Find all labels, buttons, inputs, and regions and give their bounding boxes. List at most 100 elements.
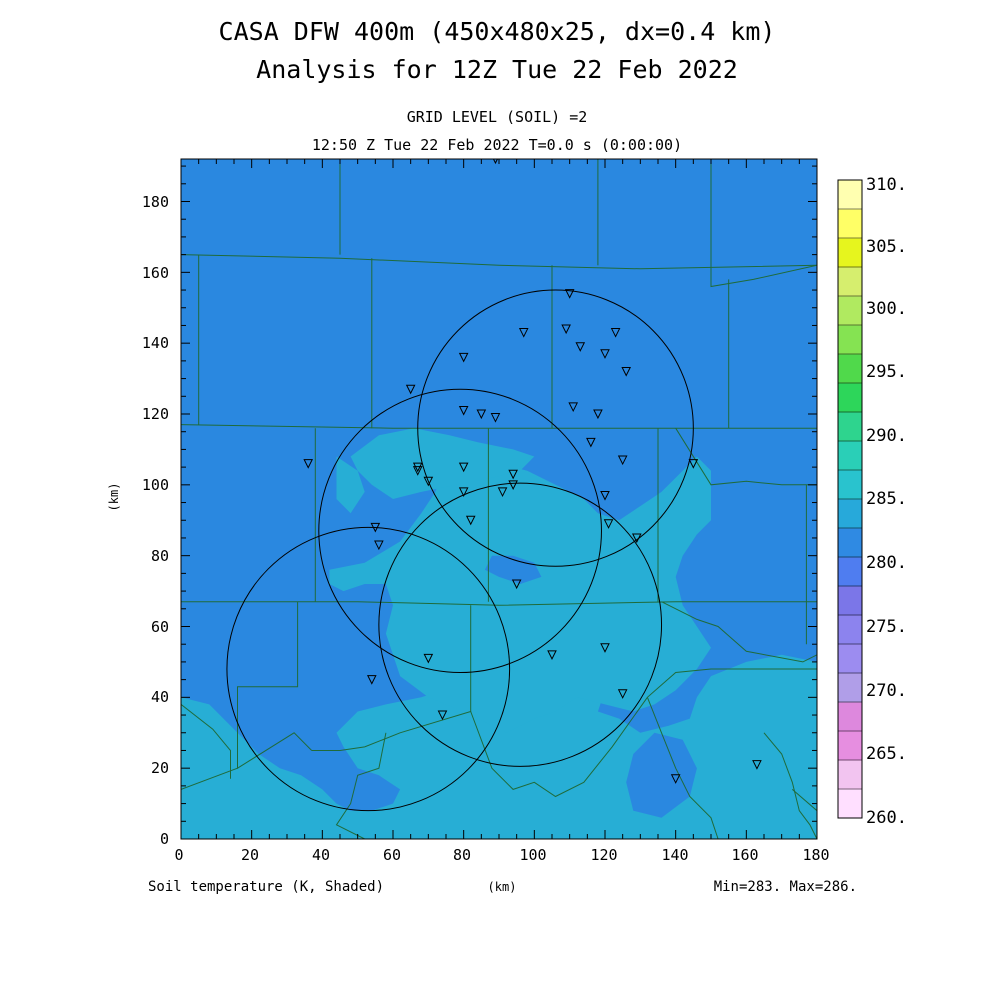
colorbar-swatch [838, 180, 862, 210]
colorbar-frame [837, 179, 863, 819]
station-marker [600, 349, 610, 359]
colorbar-swatch [838, 354, 862, 384]
colorbar-swatch [838, 325, 862, 355]
colorbar-swatch [838, 238, 862, 268]
x-tick-label: 40 [312, 846, 330, 864]
station-marker [458, 462, 469, 473]
colorbar-swatch [838, 702, 862, 732]
x-tick-label: 100 [519, 846, 546, 864]
colorbar-swatch [838, 383, 862, 413]
field-label: Soil temperature (K, Shaded) [148, 879, 384, 895]
station-marker [508, 469, 518, 480]
station-marker [564, 289, 575, 299]
station-marker [593, 409, 603, 420]
station-marker [561, 324, 571, 335]
plot-area [181, 159, 817, 839]
cool-soil-regions [484, 555, 697, 818]
county-boundary [181, 767, 238, 790]
x-axis-label: (km) [488, 880, 517, 894]
colorbar-swatch [838, 296, 862, 326]
station-marker [458, 487, 469, 498]
colorbar-swatch [838, 441, 862, 471]
radar-range-ring [318, 388, 602, 674]
cool-soil-region [626, 732, 697, 818]
station-marker [465, 515, 476, 526]
y-tick-label: 140 [142, 334, 169, 352]
station-marker [497, 487, 508, 498]
radar-range-ring [417, 289, 694, 567]
station-marker [518, 328, 529, 338]
station-marker [617, 689, 628, 699]
colorbar [838, 180, 862, 819]
county-boundary [763, 732, 817, 839]
colorbar-label: 270. [866, 681, 907, 701]
y-tick-label: 120 [142, 405, 169, 423]
station-marker [547, 650, 557, 660]
x-tick-label: 180 [802, 846, 829, 864]
radar-range-ring [378, 482, 663, 767]
title-line2: Analysis for 12Z Tue 22 Feb 2022 [256, 55, 738, 84]
station-marker [303, 459, 314, 469]
valid-time-label: 12:50 Z Tue 22 Feb 2022 T=0.0 s (0:00:00… [312, 136, 682, 154]
colorbar-swatch [838, 673, 862, 703]
colorbar-swatch [838, 789, 862, 819]
colorbar-swatch [838, 209, 862, 239]
county-boundary [181, 704, 231, 779]
station-marker [603, 519, 614, 529]
colorbar-swatch [838, 644, 862, 674]
station-marker [423, 476, 434, 487]
station-marker [423, 653, 434, 664]
station-marker [575, 342, 586, 352]
station-marker [670, 774, 681, 784]
colorbar-swatch [838, 615, 862, 645]
county-boundary [335, 732, 387, 839]
county-boundary [675, 427, 817, 486]
station-marker [370, 522, 381, 533]
station-marker [600, 490, 610, 501]
station-marker [437, 710, 448, 721]
station-marker [511, 579, 522, 590]
colorbar-label: 290. [866, 426, 907, 446]
colorbar-label: 275. [866, 617, 907, 637]
county-boundary [311, 605, 472, 751]
cool-soil-region [484, 555, 542, 584]
colorbar-swatch [838, 267, 862, 297]
colorbar-label: 305. [866, 237, 907, 257]
station-marker [476, 409, 487, 420]
colorbar-swatch [838, 760, 862, 790]
x-tick-label: 140 [661, 846, 688, 864]
county-boundary [181, 601, 817, 606]
station-marker [508, 480, 518, 490]
colorbar-label: 310. [866, 175, 907, 195]
x-tick-label: 80 [453, 846, 471, 864]
radar-range-ring [226, 526, 511, 812]
x-tick-label: 120 [590, 846, 617, 864]
colorbar-swatch [838, 528, 862, 558]
colorbar-swatch [838, 412, 862, 442]
station-marker [374, 540, 384, 551]
colorbar-label: 280. [866, 553, 907, 573]
x-tick-label: 160 [731, 846, 758, 864]
station-marker [617, 455, 628, 466]
county-boundary [661, 601, 817, 663]
y-tick-label: 40 [151, 688, 169, 706]
county-boundary [237, 601, 313, 770]
county-boundary [181, 254, 817, 270]
station-marker [752, 760, 762, 770]
colorbar-swatch [838, 586, 862, 616]
county-boundary [470, 668, 817, 798]
x-tick-label: 0 [174, 846, 183, 864]
y-tick-label: 160 [142, 264, 169, 282]
y-tick-label: 100 [142, 476, 169, 494]
station-marker [405, 384, 416, 395]
county-boundary [646, 697, 719, 839]
colorbar-label: 265. [866, 744, 907, 764]
y-axis-label: (km) [107, 483, 121, 512]
colorbar-swatch [838, 731, 862, 761]
y-tick-label: 0 [160, 830, 169, 848]
colorbar-label: 260. [866, 808, 907, 828]
station-marker [600, 643, 610, 653]
warm-soil-region [336, 456, 365, 514]
y-tick-label: 80 [151, 547, 169, 565]
station-marker [621, 367, 632, 377]
